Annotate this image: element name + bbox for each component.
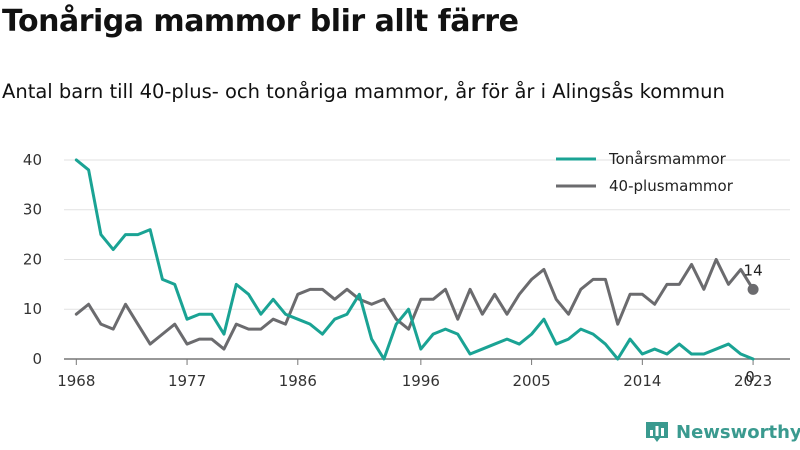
y-tick-label: 20: [23, 250, 42, 268]
x-tick-label: 1968: [57, 372, 95, 390]
end-label-40plus: 14: [744, 261, 763, 279]
chart-subtitle: Antal barn till 40-plus- och tonåriga ma…: [2, 80, 725, 103]
chart-title: Tonåriga mammor blir allt färre: [2, 4, 519, 39]
y-tick-label: 30: [23, 201, 42, 219]
end-label-teen: 0: [745, 368, 755, 386]
bar-chart-logo-icon: [646, 422, 668, 442]
legend: Tonårsmammor 40-plusmammor: [556, 150, 734, 195]
legend-label: 40-plusmammor: [609, 177, 734, 195]
y-tick-label: 0: [32, 350, 42, 368]
series-line-Tonårsmammor: [74, 158, 755, 361]
x-tick-label: 2023: [734, 372, 772, 390]
y-tick-label: 40: [23, 151, 42, 169]
x-tick-label: 2014: [623, 372, 661, 390]
brand-name: Newsworthy: [676, 421, 800, 443]
x-tick-label: 1986: [279, 372, 317, 390]
series-lines: [74, 158, 755, 361]
newsworthy-brand: Newsworthy: [644, 420, 800, 444]
y-axis-ticks: 0 10 20 30 40: [23, 151, 42, 368]
y-tick-label: 10: [23, 300, 42, 318]
end-marker-40plus: [747, 283, 759, 295]
series-line-40-plusmammor: [74, 257, 755, 351]
x-tick-label: 1996: [402, 372, 440, 390]
end-markers: 14 0: [744, 261, 763, 386]
x-axis-ticks: 1968 1977 1986 1996 2005 2014 2023: [57, 359, 772, 390]
x-tick-label: 1977: [168, 372, 206, 390]
x-tick-label: 2005: [512, 372, 550, 390]
legend-label: Tonårsmammor: [608, 150, 727, 168]
